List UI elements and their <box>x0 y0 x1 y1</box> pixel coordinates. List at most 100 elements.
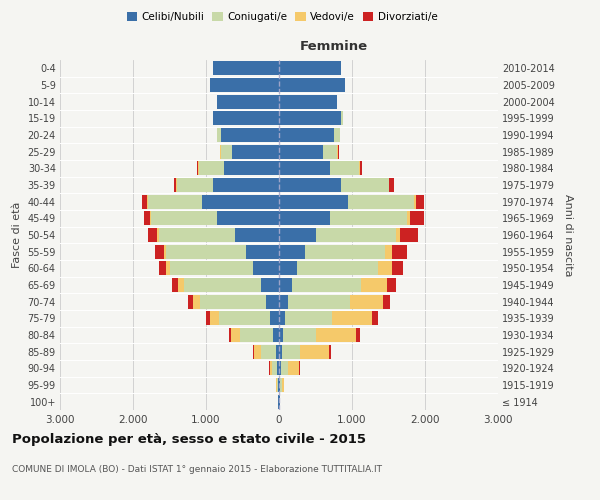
Bar <box>338 144 339 159</box>
Bar <box>151 211 217 226</box>
Bar <box>279 144 323 159</box>
Bar <box>214 178 279 192</box>
Bar <box>200 294 266 308</box>
Bar <box>279 311 285 326</box>
Bar <box>332 311 373 326</box>
Bar <box>349 194 414 209</box>
Bar <box>202 194 279 209</box>
Bar <box>188 294 193 308</box>
Bar <box>184 278 261 292</box>
Bar <box>279 278 292 292</box>
Bar <box>229 328 231 342</box>
Bar <box>416 194 424 209</box>
Bar <box>214 112 279 126</box>
Bar <box>273 328 279 342</box>
Bar <box>279 394 280 409</box>
Bar <box>235 228 279 242</box>
Bar <box>169 261 253 276</box>
Bar <box>279 211 330 226</box>
Bar <box>276 378 277 392</box>
Bar <box>145 211 150 226</box>
Bar <box>279 228 316 242</box>
Bar <box>330 211 407 226</box>
Bar <box>289 361 299 376</box>
Bar <box>172 278 178 292</box>
Bar <box>277 378 278 392</box>
Bar <box>178 278 184 292</box>
Bar <box>174 178 176 192</box>
Bar <box>219 311 270 326</box>
Bar <box>262 344 276 359</box>
Bar <box>281 361 289 376</box>
Bar <box>209 78 279 92</box>
Bar <box>150 211 151 226</box>
Bar <box>279 128 334 142</box>
Bar <box>410 211 424 226</box>
Bar <box>396 228 400 242</box>
Bar <box>270 311 279 326</box>
Bar <box>279 194 349 209</box>
Bar <box>300 344 329 359</box>
Bar <box>359 162 362 175</box>
Bar <box>166 244 246 259</box>
Bar <box>279 378 280 392</box>
Bar <box>279 261 297 276</box>
Bar <box>279 62 341 76</box>
Bar <box>387 278 396 292</box>
Bar <box>414 194 416 209</box>
Bar <box>279 361 281 376</box>
Bar <box>279 94 337 109</box>
Bar <box>214 62 279 76</box>
Bar <box>253 261 279 276</box>
Bar <box>155 244 164 259</box>
Bar <box>377 261 392 276</box>
Bar <box>147 194 148 209</box>
Bar <box>272 361 277 376</box>
Bar <box>158 228 235 242</box>
Bar <box>277 361 279 376</box>
Bar <box>316 328 356 342</box>
Bar <box>276 344 279 359</box>
Bar <box>241 328 273 342</box>
Bar <box>217 211 279 226</box>
Bar <box>385 244 392 259</box>
Bar <box>279 112 341 126</box>
Bar <box>316 228 396 242</box>
Bar <box>288 294 350 308</box>
Bar <box>224 162 279 175</box>
Bar <box>392 244 407 259</box>
Bar <box>330 162 359 175</box>
Bar <box>356 328 360 342</box>
Bar <box>231 328 241 342</box>
Bar <box>158 261 166 276</box>
Bar <box>232 144 279 159</box>
Bar <box>334 128 340 142</box>
Bar <box>269 361 272 376</box>
Legend: Celibi/Nubili, Coniugati/e, Vedovi/e, Divorziati/e: Celibi/Nubili, Coniugati/e, Vedovi/e, Di… <box>122 8 442 26</box>
Bar <box>292 278 361 292</box>
Bar <box>279 244 305 259</box>
Bar <box>361 278 387 292</box>
Bar <box>279 78 344 92</box>
Bar <box>148 194 202 209</box>
Bar <box>341 178 389 192</box>
Bar <box>279 178 341 192</box>
Bar <box>305 244 385 259</box>
Y-axis label: Anni di nascita: Anni di nascita <box>563 194 574 276</box>
Bar <box>217 128 221 142</box>
Bar <box>279 294 288 308</box>
Text: COMUNE DI IMOLA (BO) - Dati ISTAT 1° gennaio 2015 - Elaborazione TUTTITALIA.IT: COMUNE DI IMOLA (BO) - Dati ISTAT 1° gen… <box>12 466 382 474</box>
Bar <box>211 311 219 326</box>
Bar <box>281 378 284 392</box>
Bar <box>217 94 279 109</box>
Bar <box>157 228 158 242</box>
Bar <box>278 394 279 409</box>
Bar <box>283 328 316 342</box>
Bar <box>282 344 300 359</box>
Bar <box>400 228 418 242</box>
Bar <box>197 162 199 175</box>
Bar <box>280 378 281 392</box>
Bar <box>279 344 282 359</box>
Bar <box>350 294 383 308</box>
Bar <box>383 294 390 308</box>
